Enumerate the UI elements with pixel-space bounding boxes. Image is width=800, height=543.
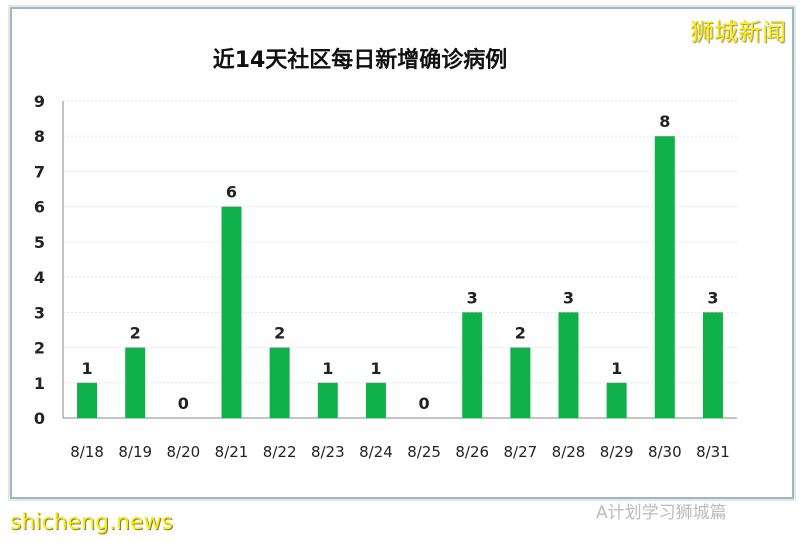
data-label: 3: [467, 288, 478, 307]
x-tick-label: 8/22: [263, 443, 297, 461]
bar: [654, 136, 675, 418]
data-label: 0: [419, 394, 430, 413]
x-tick-label: 8/29: [600, 443, 634, 461]
x-tick-label: 8/20: [167, 443, 201, 461]
bar: [606, 382, 627, 418]
x-tick-label: 8/18: [70, 443, 104, 461]
watermark-left: shicheng.news: [10, 510, 173, 535]
x-tick-label: 8/28: [552, 443, 586, 461]
data-label: 1: [611, 359, 622, 378]
bar: [317, 382, 338, 418]
x-tick-label: 8/25: [407, 443, 441, 461]
y-tick-label: 3: [34, 303, 45, 322]
bar: [462, 312, 483, 418]
x-tick-label: 8/31: [696, 443, 730, 461]
chart-title: 近14天社区每日新增确诊病例: [212, 48, 508, 73]
x-tick-label: 8/19: [118, 443, 152, 461]
data-label: 1: [322, 359, 333, 378]
x-tick-label: 8/24: [359, 443, 393, 461]
bar: [558, 312, 579, 418]
y-tick-label: 7: [34, 162, 45, 181]
y-tick-label: 0: [34, 409, 45, 428]
data-label: 1: [82, 359, 93, 378]
x-tick-label: 8/23: [311, 443, 345, 461]
y-tick-label: 4: [34, 268, 45, 287]
watermark-right: A计划学习狮城篇: [596, 503, 727, 523]
bar: [702, 312, 723, 418]
bar: [125, 347, 146, 418]
bar: [221, 206, 242, 418]
data-label: 2: [274, 324, 285, 343]
x-tick-label: 8/30: [648, 443, 682, 461]
data-label: 2: [515, 324, 526, 343]
data-label: 8: [659, 112, 670, 131]
data-label: 1: [370, 359, 381, 378]
y-tick-label: 5: [34, 233, 45, 252]
data-label: 3: [563, 288, 574, 307]
data-label: 3: [707, 288, 718, 307]
data-label: 2: [130, 324, 141, 343]
bar: [365, 382, 386, 418]
y-tick-label: 8: [34, 127, 45, 146]
x-tick-label: 8/21: [215, 443, 249, 461]
data-label: 6: [226, 183, 237, 202]
y-tick-label: 9: [34, 92, 45, 111]
y-tick-label: 2: [34, 339, 45, 358]
bar: [269, 347, 290, 418]
x-tick-label: 8/27: [504, 443, 538, 461]
bar: [77, 382, 98, 418]
bar: [510, 347, 531, 418]
x-tick-label: 8/26: [455, 443, 489, 461]
data-label: 0: [178, 394, 189, 413]
brand-logo: 狮城新闻: [690, 18, 786, 46]
y-tick-label: 6: [34, 198, 45, 217]
y-tick-label: 1: [34, 374, 45, 393]
